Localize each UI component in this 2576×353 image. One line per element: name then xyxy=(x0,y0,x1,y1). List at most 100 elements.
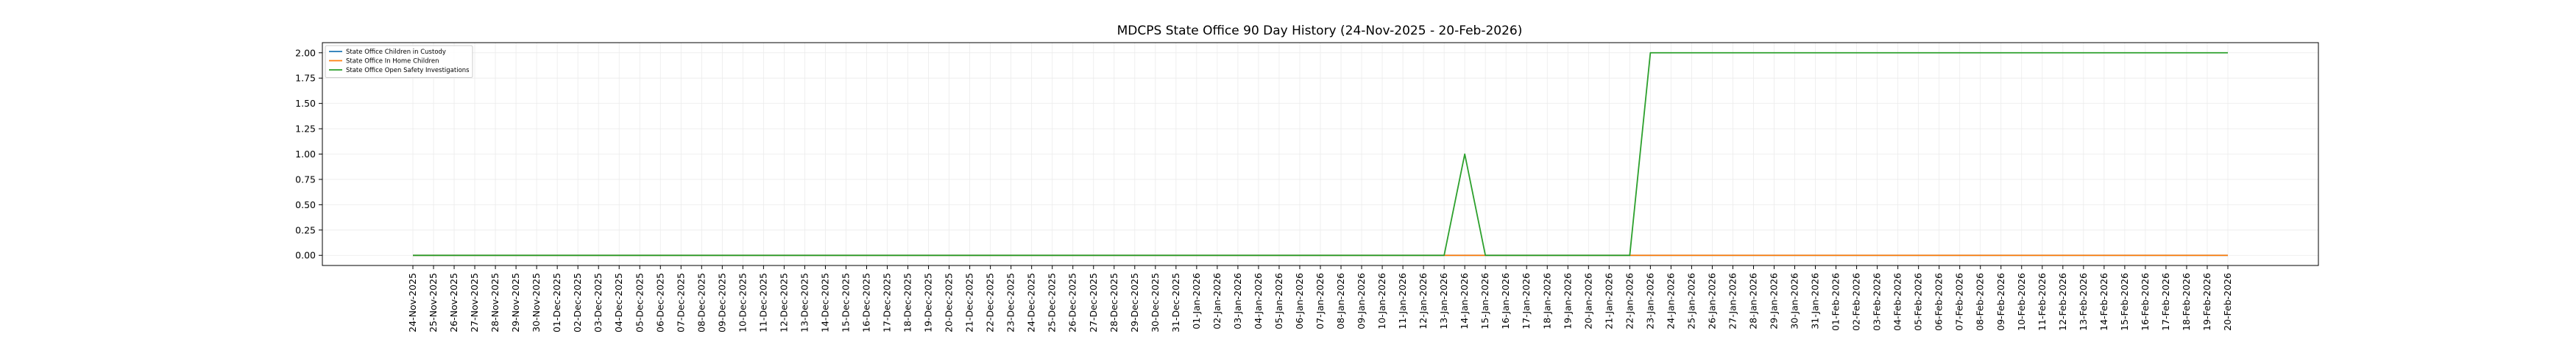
x-tick-label: 05-Jan-2026 xyxy=(1273,273,1284,329)
x-tick-label: 19-Feb-2026 xyxy=(2201,273,2212,331)
x-tick-label: 11-Feb-2026 xyxy=(2037,273,2048,331)
x-tick-label: 06-Jan-2026 xyxy=(1294,273,1305,329)
x-tick-label: 24-Nov-2025 xyxy=(407,273,418,332)
x-tick-label: 13-Jan-2026 xyxy=(1438,273,1449,329)
x-tick-label: 27-Jan-2026 xyxy=(1727,273,1738,329)
y-tick-label: 1.75 xyxy=(295,73,316,84)
y-tick-label: 1.25 xyxy=(295,124,316,135)
x-tick-label: 09-Jan-2026 xyxy=(1356,273,1367,329)
y-tick-label: 2.00 xyxy=(295,47,316,58)
x-tick-label: 22-Dec-2025 xyxy=(985,273,996,332)
x-tick-label: 15-Jan-2026 xyxy=(1479,273,1490,329)
x-tick-label: 06-Dec-2025 xyxy=(654,273,665,332)
x-tick-label: 25-Dec-2025 xyxy=(1047,273,1058,332)
x-tick-label: 15-Dec-2025 xyxy=(840,273,851,332)
x-tick-label: 02-Feb-2026 xyxy=(1851,273,1862,331)
legend-box xyxy=(325,45,473,78)
x-tick-label: 14-Feb-2026 xyxy=(2098,273,2109,331)
x-tick-label: 14-Jan-2026 xyxy=(1459,273,1470,329)
x-tick-label: 18-Dec-2025 xyxy=(902,273,913,332)
x-tick-label: 19-Dec-2025 xyxy=(923,273,934,332)
y-tick-label: 1.00 xyxy=(295,149,316,160)
y-tick-label: 0.75 xyxy=(295,174,316,185)
x-tick-label: 09-Dec-2025 xyxy=(716,273,727,332)
x-tick-label: 16-Jan-2026 xyxy=(1500,273,1511,329)
y-tick-label: 0.00 xyxy=(295,250,316,261)
x-tick-label: 11-Jan-2026 xyxy=(1397,273,1408,329)
x-tick-label: 22-Jan-2026 xyxy=(1624,273,1635,329)
x-tick-label: 07-Jan-2026 xyxy=(1314,273,1326,329)
x-tick-label: 21-Dec-2025 xyxy=(964,273,975,332)
x-tick-label: 28-Nov-2025 xyxy=(489,273,500,332)
x-tick-label: 08-Jan-2026 xyxy=(1335,273,1346,329)
x-tick-label: 07-Feb-2026 xyxy=(1954,273,1965,331)
x-tick-label: 20-Feb-2026 xyxy=(2222,273,2233,331)
x-tick-label: 08-Feb-2026 xyxy=(1975,273,1986,331)
x-tick-label: 01-Dec-2025 xyxy=(551,273,562,332)
x-tick-label: 04-Feb-2026 xyxy=(1892,273,1903,331)
x-tick-label: 06-Feb-2026 xyxy=(1933,273,1945,331)
x-tick-label: 02-Jan-2026 xyxy=(1211,273,1222,329)
x-tick-label: 03-Jan-2026 xyxy=(1232,273,1243,329)
x-tick-label: 31-Jan-2026 xyxy=(1810,273,1821,329)
x-tick-label: 30-Nov-2025 xyxy=(531,273,542,332)
x-tick-label: 26-Nov-2025 xyxy=(448,273,459,332)
x-tick-label: 25-Jan-2026 xyxy=(1685,273,1696,329)
x-tick-label: 28-Jan-2026 xyxy=(1747,273,1758,329)
x-tick-label: 19-Jan-2026 xyxy=(1562,273,1573,329)
x-tick-label: 24-Jan-2026 xyxy=(1665,273,1676,329)
x-tick-label: 21-Jan-2026 xyxy=(1603,273,1614,329)
x-tick-label: 12-Feb-2026 xyxy=(2057,273,2068,331)
x-tick-label: 18-Jan-2026 xyxy=(1541,273,1552,329)
x-tick-label: 13-Dec-2025 xyxy=(799,273,810,332)
x-tick-label: 15-Feb-2026 xyxy=(2119,273,2130,331)
x-tick-label: 12-Jan-2026 xyxy=(1418,273,1429,329)
chart-title: MDCPS State Office 90 Day History (24-No… xyxy=(1117,24,1523,38)
x-tick-label: 23-Jan-2026 xyxy=(1644,273,1655,329)
x-tick-label: 05-Dec-2025 xyxy=(634,273,645,332)
x-tick-label: 01-Feb-2026 xyxy=(1830,273,1841,331)
x-tick-label: 29-Dec-2025 xyxy=(1129,273,1140,332)
x-tick-label: 20-Jan-2026 xyxy=(1582,273,1593,329)
x-tick-label: 09-Feb-2026 xyxy=(1995,273,2006,331)
y-tick-label: 0.50 xyxy=(295,199,316,210)
x-tick-label: 29-Nov-2025 xyxy=(510,273,521,332)
x-tick-label: 18-Feb-2026 xyxy=(2181,273,2192,331)
series-layer xyxy=(413,51,2228,257)
x-tick-label: 08-Dec-2025 xyxy=(696,273,707,332)
x-tick-label: 01-Jan-2026 xyxy=(1191,273,1202,329)
x-tick-label: 31-Dec-2025 xyxy=(1170,273,1181,332)
x-tick-label: 07-Dec-2025 xyxy=(675,273,686,332)
y-tick-label: 1.50 xyxy=(295,98,316,109)
x-tick-label: 14-Dec-2025 xyxy=(819,273,830,332)
x-tick-label: 11-Dec-2025 xyxy=(757,273,768,332)
x-tick-label: 27-Nov-2025 xyxy=(469,273,480,332)
x-tick-label: 16-Dec-2025 xyxy=(861,273,872,332)
x-tick-label: 23-Dec-2025 xyxy=(1005,273,1016,332)
x-tick-label: 24-Dec-2025 xyxy=(1026,273,1037,332)
x-tick-label: 27-Dec-2025 xyxy=(1088,273,1099,332)
x-tick-label: 30-Dec-2025 xyxy=(1150,273,1161,332)
legend-label: State Office Open Safety Investigations xyxy=(346,67,470,74)
grid-layer xyxy=(322,43,2318,265)
legend: State Office Children in Custody State Of… xyxy=(325,45,473,78)
x-tick-label: 10-Jan-2026 xyxy=(1376,273,1387,329)
y-axis: 0.00 0.25 0.50 0.75 1.00 1.25 1.50 1.75 2.00 xyxy=(295,47,322,261)
x-tick-label: 20-Dec-2025 xyxy=(944,273,955,332)
x-tick-label: 26-Jan-2026 xyxy=(1706,273,1717,329)
x-tick-label: 10-Feb-2026 xyxy=(2016,273,2027,331)
x-tick-label: 04-Dec-2025 xyxy=(613,273,624,332)
x-tick-label: 02-Dec-2025 xyxy=(572,273,583,332)
y-tick-label: 0.25 xyxy=(295,224,316,235)
x-tick-label: 28-Dec-2025 xyxy=(1108,273,1119,332)
x-axis: 24-Nov-2025 25-Nov-2025 26-Nov-2025 27-Nov-… xyxy=(407,265,2233,332)
x-tick-label: 13-Feb-2026 xyxy=(2078,273,2089,331)
x-tick-label: 17-Feb-2026 xyxy=(2160,273,2171,331)
x-tick-label: 10-Dec-2025 xyxy=(737,273,748,332)
x-tick-label: 03-Feb-2026 xyxy=(1872,273,1883,331)
x-tick-label: 05-Feb-2026 xyxy=(1913,273,1924,331)
x-tick-label: 04-Jan-2026 xyxy=(1253,273,1264,329)
x-tick-label: 17-Jan-2026 xyxy=(1521,273,1532,329)
